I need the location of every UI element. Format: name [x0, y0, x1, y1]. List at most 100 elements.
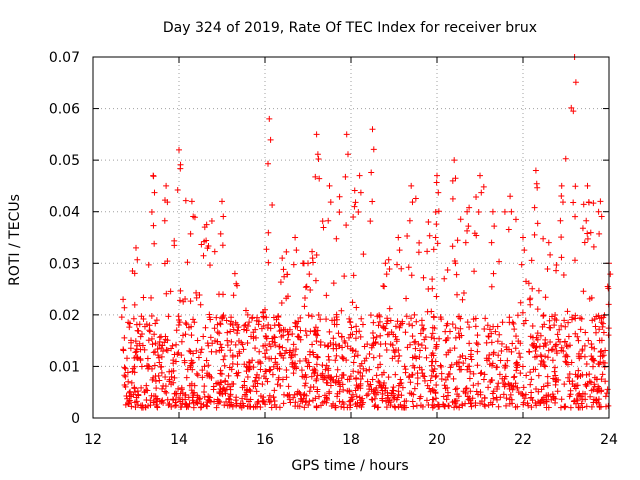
data-point: [173, 402, 180, 409]
data-point: [155, 372, 162, 379]
data-point: [179, 396, 186, 403]
data-point: [568, 104, 575, 111]
data-point: [350, 359, 357, 366]
data-point: [293, 247, 300, 254]
data-point: [464, 393, 471, 400]
data-point: [518, 261, 525, 268]
data-point: [567, 391, 574, 398]
data-point: [576, 355, 583, 362]
data-point: [475, 208, 482, 215]
data-point: [287, 347, 294, 354]
data-point: [338, 307, 345, 314]
data-point: [211, 398, 218, 405]
data-point: [325, 353, 332, 360]
data-point: [394, 261, 401, 268]
data-point: [395, 358, 402, 365]
data-point: [482, 315, 489, 322]
data-point: [489, 401, 496, 408]
data-point: [255, 318, 262, 325]
data-point: [180, 332, 187, 339]
data-point: [585, 199, 592, 206]
data-point: [199, 374, 206, 381]
data-point: [153, 396, 160, 403]
data-point: [595, 396, 602, 403]
data-point: [219, 242, 226, 249]
data-point: [504, 357, 511, 364]
data-point: [216, 388, 223, 395]
data-point: [262, 375, 269, 382]
data-point: [600, 352, 607, 359]
data-point: [523, 372, 530, 379]
data-point: [171, 237, 178, 244]
data-point: [141, 323, 148, 330]
data-point: [265, 396, 272, 403]
data-point: [349, 391, 356, 398]
data-point: [264, 378, 271, 385]
data-point: [205, 242, 212, 249]
data-point: [453, 385, 460, 392]
data-point: [396, 352, 403, 359]
data-point: [370, 319, 377, 326]
data-point: [578, 400, 585, 407]
data-point: [377, 361, 384, 368]
data-point: [276, 350, 283, 357]
data-point: [187, 298, 194, 305]
data-point: [445, 349, 452, 356]
data-point: [452, 324, 459, 331]
data-point: [423, 354, 430, 361]
data-point: [421, 373, 428, 380]
data-point: [347, 318, 354, 325]
data-point: [386, 305, 393, 312]
data-point: [365, 391, 372, 398]
data-point: [170, 379, 177, 386]
data-point: [200, 333, 207, 340]
data-point: [561, 381, 568, 388]
data-point: [163, 389, 170, 396]
data-point: [312, 395, 319, 402]
data-point: [384, 318, 391, 325]
data-point: [565, 319, 572, 326]
data-point: [588, 353, 595, 360]
data-point: [488, 330, 495, 337]
data-point: [241, 322, 248, 329]
data-point: [540, 383, 547, 390]
data-point: [566, 370, 573, 377]
data-point: [452, 334, 459, 341]
data-point: [196, 292, 203, 299]
data-point: [480, 376, 487, 383]
data-point: [333, 235, 340, 242]
data-point: [495, 352, 502, 359]
data-point: [188, 380, 195, 387]
data-point: [563, 359, 570, 366]
data-point: [474, 332, 481, 339]
data-point: [529, 341, 536, 348]
data-point: [353, 374, 360, 381]
data-point: [347, 373, 354, 380]
data-point: [323, 399, 330, 406]
data-point: [285, 393, 292, 400]
data-point: [395, 234, 402, 241]
data-point: [208, 348, 215, 355]
data-point: [473, 388, 480, 395]
data-point: [433, 372, 440, 379]
data-point: [485, 333, 492, 340]
data-point: [593, 399, 600, 406]
data-point: [525, 280, 532, 287]
data-point: [474, 362, 481, 369]
data-point: [290, 370, 297, 377]
data-point: [182, 295, 189, 302]
data-point: [475, 380, 482, 387]
data-point: [583, 360, 590, 367]
data-point: [183, 321, 190, 328]
data-point: [244, 311, 251, 318]
data-point: [460, 290, 467, 297]
data-point: [215, 397, 222, 404]
data-point: [326, 388, 333, 395]
data-point: [480, 183, 487, 190]
data-point: [348, 324, 355, 331]
data-point: [414, 380, 421, 387]
data-point: [417, 330, 424, 337]
data-point: [382, 387, 388, 394]
data-point: [271, 333, 278, 340]
data-point: [526, 348, 533, 355]
